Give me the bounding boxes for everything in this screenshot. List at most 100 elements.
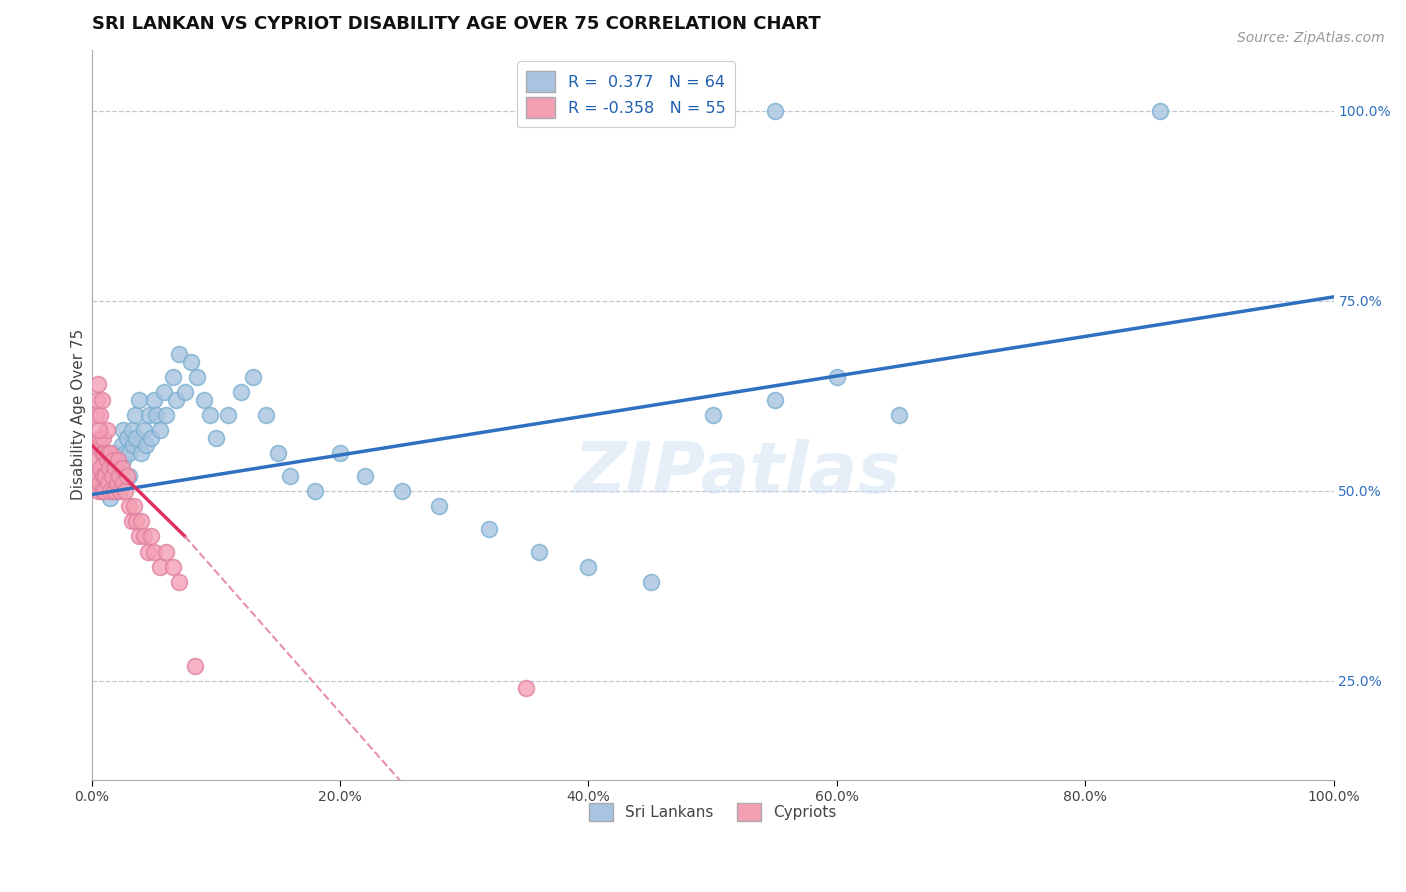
- Point: [527, 544, 550, 558]
- Point: [94, 468, 117, 483]
- Point: [155, 408, 177, 422]
- Point: [193, 392, 215, 407]
- Point: [254, 408, 277, 422]
- Point: [825, 369, 848, 384]
- Point: [111, 453, 134, 467]
- Point: [103, 483, 125, 498]
- Point: [90, 483, 112, 498]
- Point: [162, 559, 184, 574]
- Legend: Sri Lankans, Cypriots: Sri Lankans, Cypriots: [582, 797, 842, 827]
- Point: [198, 408, 221, 422]
- Point: [105, 483, 128, 498]
- Point: [1149, 103, 1171, 118]
- Point: [114, 483, 136, 498]
- Point: [110, 483, 132, 498]
- Point: [167, 347, 190, 361]
- Point: [124, 408, 146, 422]
- Point: [96, 476, 118, 491]
- Point: [101, 453, 124, 467]
- Point: [89, 408, 111, 422]
- Point: [86, 392, 108, 407]
- Point: [578, 559, 600, 574]
- Point: [136, 544, 159, 558]
- Point: [98, 461, 121, 475]
- Point: [141, 529, 163, 543]
- Point: [329, 446, 352, 460]
- Y-axis label: Disability Age Over 75: Disability Age Over 75: [72, 329, 86, 500]
- Point: [121, 438, 143, 452]
- Point: [114, 446, 136, 460]
- Point: [125, 430, 148, 444]
- Point: [121, 514, 143, 528]
- Point: [887, 408, 910, 422]
- Point: [97, 476, 120, 491]
- Point: [128, 529, 150, 543]
- Point: [165, 392, 187, 407]
- Point: [174, 384, 197, 399]
- Point: [184, 658, 207, 673]
- Point: [87, 483, 110, 498]
- Text: Source: ZipAtlas.com: Source: ZipAtlas.com: [1237, 31, 1385, 45]
- Point: [103, 446, 125, 460]
- Point: [149, 423, 172, 437]
- Point: [87, 438, 110, 452]
- Point: [87, 377, 110, 392]
- Point: [89, 430, 111, 444]
- Point: [267, 446, 290, 460]
- Point: [96, 423, 118, 437]
- Point: [304, 483, 326, 498]
- Point: [105, 461, 128, 475]
- Point: [141, 430, 163, 444]
- Point: [142, 544, 165, 558]
- Point: [131, 514, 153, 528]
- Point: [91, 468, 114, 483]
- Point: [115, 468, 138, 483]
- Point: [100, 468, 122, 483]
- Point: [149, 559, 172, 574]
- Point: [115, 430, 138, 444]
- Point: [145, 408, 167, 422]
- Point: [205, 430, 228, 444]
- Point: [89, 461, 111, 475]
- Point: [153, 384, 176, 399]
- Point: [93, 446, 115, 460]
- Point: [105, 476, 128, 491]
- Point: [138, 408, 160, 422]
- Point: [478, 522, 501, 536]
- Point: [100, 446, 122, 460]
- Point: [96, 453, 118, 467]
- Point: [121, 423, 143, 437]
- Point: [186, 369, 208, 384]
- Point: [90, 483, 112, 498]
- Point: [155, 544, 177, 558]
- Point: [122, 499, 145, 513]
- Point: [118, 499, 141, 513]
- Point: [242, 369, 264, 384]
- Point: [162, 369, 184, 384]
- Point: [280, 468, 302, 483]
- Point: [89, 476, 111, 491]
- Point: [702, 408, 724, 422]
- Point: [110, 461, 132, 475]
- Point: [142, 392, 165, 407]
- Point: [118, 446, 141, 460]
- Point: [111, 423, 134, 437]
- Point: [354, 468, 377, 483]
- Point: [125, 514, 148, 528]
- Point: [84, 468, 107, 483]
- Point: [86, 453, 108, 467]
- Point: [391, 483, 413, 498]
- Point: [132, 529, 155, 543]
- Point: [104, 461, 127, 475]
- Point: [108, 468, 131, 483]
- Point: [167, 574, 190, 589]
- Point: [89, 423, 111, 437]
- Point: [100, 491, 122, 506]
- Point: [103, 483, 125, 498]
- Point: [93, 453, 115, 467]
- Point: [135, 438, 157, 452]
- Text: SRI LANKAN VS CYPRIOT DISABILITY AGE OVER 75 CORRELATION CHART: SRI LANKAN VS CYPRIOT DISABILITY AGE OVE…: [91, 15, 821, 33]
- Point: [111, 476, 134, 491]
- Point: [515, 681, 537, 696]
- Point: [97, 461, 120, 475]
